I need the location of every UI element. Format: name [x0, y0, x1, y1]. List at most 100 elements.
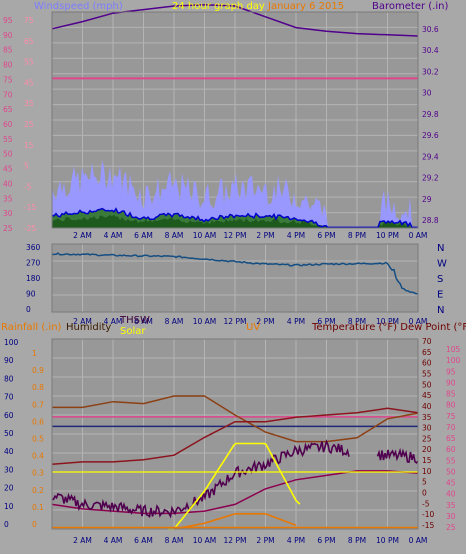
temperature-line [51, 407, 419, 465]
x-tick-label: 2 PM [256, 536, 274, 545]
x-tick-label: 4 AM [104, 317, 123, 326]
compass-label: W [437, 259, 447, 270]
direction-plot-marks [51, 252, 418, 295]
temperature-tick-label: -15 [422, 521, 434, 530]
x-tick-label: 8 AM [165, 317, 184, 326]
wind-average-line [51, 207, 418, 229]
legend-solar: Solar [120, 326, 146, 337]
humidity-tick-label: 100 [4, 338, 19, 347]
secondary-tick-label: -15 [24, 203, 36, 212]
wind-gust-area [52, 160, 418, 228]
barometer-tick-label: 28.8 [422, 216, 439, 225]
x-tick-label: 2 AM [73, 231, 92, 240]
compass-label: N [437, 305, 444, 316]
temperature-tick-label: 40 [422, 402, 432, 411]
direction-tick-label: 90 [26, 290, 36, 299]
x-tick-label: 6 PM [317, 536, 335, 545]
wind-tick-label: 75 [3, 75, 13, 84]
wind-tick-label: 55 [3, 135, 13, 144]
humidity-tick-label: 70 [4, 393, 14, 402]
humidity-tick-label: 30 [4, 465, 14, 474]
far-right-tick-label: 25 [446, 523, 456, 532]
barometer-axis-title: Barometer (.in) [372, 1, 448, 12]
wind-tick-label: 50 [3, 150, 13, 159]
temperature-tick-label: 50 [422, 380, 432, 389]
temperature-tick-label: 20 [422, 445, 432, 454]
graph-date: January 6 2015 [267, 1, 344, 12]
legend-rainfall: Rainfall (.in) [1, 322, 62, 333]
x-tick-label: 10 PM [376, 231, 399, 240]
temperature-tick-label: 55 [422, 369, 432, 378]
far-right-tick-label: 55 [446, 456, 456, 465]
barometer-tick-label: 29.6 [422, 131, 439, 140]
barometer-tick-label: 30.6 [422, 25, 439, 34]
humidity-tick-label: 40 [4, 447, 14, 456]
rainfall-tick-label: 0.5 [32, 435, 44, 444]
uv-line [173, 513, 297, 530]
humidity-tick-label: 80 [4, 374, 14, 383]
far-right-tick-label: 60 [446, 445, 456, 454]
temperature-tick-label: 15 [422, 456, 432, 465]
x-tick-label: 6 PM [317, 317, 335, 326]
temperature-tick-label: 35 [422, 413, 432, 422]
secondary-tick-label: 55 [24, 58, 34, 67]
x-tick-label: 10 AM [193, 317, 217, 326]
far-right-tick-label: 80 [446, 401, 456, 410]
x-tick-label: 2 PM [256, 231, 274, 240]
direction-tick-label: 180 [26, 274, 41, 283]
wind-low-area [52, 214, 418, 228]
wind-plot-frame [51, 11, 419, 229]
x-tick-label: 4 AM [104, 536, 123, 545]
x-tick-label: 12 PM [224, 536, 247, 545]
barometer-tick-label: 30.2 [422, 67, 439, 76]
wind-tick-label: 70 [3, 90, 13, 99]
temperature-tick-label: 60 [422, 359, 432, 368]
far-right-tick-label: 35 [446, 501, 456, 510]
x-tick-label: 8 PM [348, 231, 366, 240]
wind-tick-label: 80 [3, 61, 13, 70]
secondary-tick-label: 75 [24, 16, 34, 25]
humidity-line [52, 395, 419, 443]
wind-tick-label: 30 [3, 209, 13, 218]
wind-tick-label: 65 [3, 105, 13, 114]
far-right-tick-label: 75 [446, 412, 456, 421]
x-tick-label: 10 AM [193, 231, 217, 240]
legend-thsw: THSW [119, 315, 150, 326]
far-right-tick-label: 100 [446, 356, 461, 365]
rainfall-tick-label: 0.3 [32, 469, 44, 478]
x-tick-label: 10 PM [376, 317, 399, 326]
x-tick-label: 8 PM [348, 536, 366, 545]
temperature-axis-ticks: 100908070605040302010010.90.80.70.60.50.… [4, 337, 461, 545]
far-right-tick-label: 50 [446, 467, 456, 476]
windspeed-axis-title: Windspeed (mph) [34, 1, 123, 12]
x-tick-label: 6 AM [134, 231, 153, 240]
temperature-tick-label: 5 [422, 478, 427, 487]
humidity-tick-label: 20 [4, 484, 14, 493]
humidity-tick-label: 60 [4, 411, 14, 420]
rainfall-tick-label: 1 [32, 349, 37, 358]
barometer-tick-label: 29.2 [422, 174, 439, 183]
rainfall-tick-label: 0.7 [32, 400, 44, 409]
secondary-tick-label: 65 [24, 37, 34, 46]
x-tick-label: 10 PM [376, 536, 399, 545]
x-tick-label: 4 PM [287, 536, 305, 545]
x-tick-label: 6 AM [134, 536, 153, 545]
rainfall-tick-label: 0.6 [32, 417, 44, 426]
x-tick-label: 0 AM [409, 317, 428, 326]
humidity-tick-label: 10 [4, 502, 14, 511]
rainfall-tick-label: 0.4 [32, 452, 44, 461]
x-tick-label: 2 AM [73, 317, 92, 326]
wind-tick-label: 60 [3, 120, 13, 129]
direction-tick-label: 270 [26, 259, 41, 268]
far-right-tick-label: 105 [446, 345, 461, 354]
compass-label: N [437, 243, 444, 254]
barometer-tick-label: 30.4 [422, 46, 439, 55]
temperature-tick-label: -5 [422, 499, 430, 508]
barometer-line [51, 4, 419, 37]
x-tick-label: 12 PM [224, 231, 247, 240]
barometer-tick-label: 29.4 [422, 152, 439, 161]
rainfall-tick-label: 0.1 [32, 503, 44, 512]
wind-plot-marks [51, 4, 419, 229]
